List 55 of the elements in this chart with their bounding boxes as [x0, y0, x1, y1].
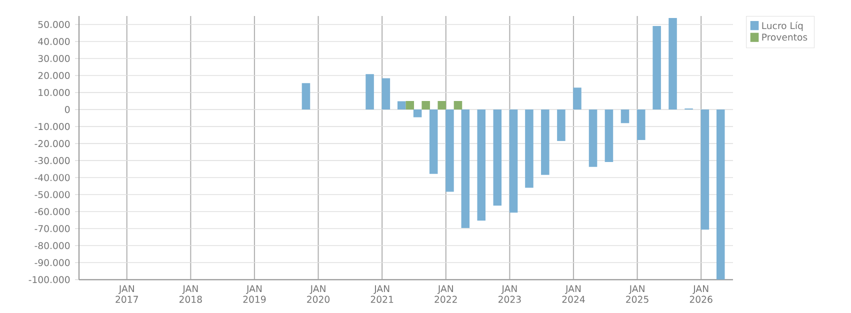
- x-tick-label: JAN 2018: [179, 285, 202, 303]
- x-tick-label: JAN 2026: [690, 285, 712, 303]
- bar: [700, 110, 710, 230]
- y-tick-label: -30.000: [34, 157, 70, 164]
- bar: [438, 101, 446, 110]
- x-tick-label: JAN 2017: [116, 285, 138, 303]
- bar: [413, 110, 422, 118]
- bar: [557, 110, 566, 142]
- bar: [446, 110, 454, 192]
- x-tick-label: JAN 2024: [562, 285, 585, 303]
- bar: [477, 110, 486, 221]
- bar: [397, 101, 406, 110]
- bar: [604, 110, 614, 162]
- x-tick-label: JAN 2023: [498, 285, 521, 303]
- y-tick-label: 50.000: [38, 20, 70, 28]
- y-tick-label: 30.000: [38, 54, 70, 62]
- bar: [716, 110, 725, 280]
- bar: [406, 101, 414, 110]
- bar: [461, 110, 470, 228]
- bar: [668, 18, 677, 110]
- y-tick-label: -60.000: [34, 208, 70, 216]
- bar: [422, 101, 430, 110]
- y-tick-label: -10.000: [34, 123, 70, 130]
- bar: [588, 110, 598, 167]
- y-tick-label: -100.000: [28, 276, 70, 284]
- bar: [382, 78, 390, 110]
- y-tick-label: -90.000: [34, 259, 70, 266]
- bar: [493, 110, 502, 206]
- bar: [366, 74, 374, 110]
- bar: [454, 101, 462, 110]
- y-tick-label: 40.000: [38, 38, 70, 46]
- bar: [652, 26, 661, 110]
- y-tick-label: -80.000: [34, 242, 70, 250]
- y-tick-label: -70.000: [34, 225, 70, 232]
- x-tick-label: JAN 2020: [307, 285, 330, 303]
- bar: [620, 110, 630, 124]
- bar: [302, 83, 310, 110]
- y-tick-label: 10.000: [38, 89, 70, 96]
- x-tick-label: JAN 2025: [626, 285, 648, 303]
- y-tick-label: -50.000: [34, 191, 70, 198]
- bar: [637, 110, 646, 140]
- legend-label: Lucro Líq: [762, 22, 803, 31]
- bar: [573, 88, 582, 110]
- x-tick-label: JAN 2021: [370, 285, 394, 303]
- y-tick-label: 0: [64, 106, 70, 114]
- x-tick-label: JAN 2022: [434, 285, 457, 303]
- y-tick-label: 20.000: [38, 72, 70, 80]
- bar: [525, 110, 534, 188]
- bar: [541, 110, 550, 175]
- legend-label: Proventos: [762, 34, 808, 41]
- bar: [509, 110, 518, 213]
- bar: [429, 110, 438, 174]
- y-tick-label: -20.000: [34, 140, 70, 148]
- x-tick-label: JAN 2019: [243, 285, 266, 303]
- y-tick-label: -40.000: [34, 174, 70, 182]
